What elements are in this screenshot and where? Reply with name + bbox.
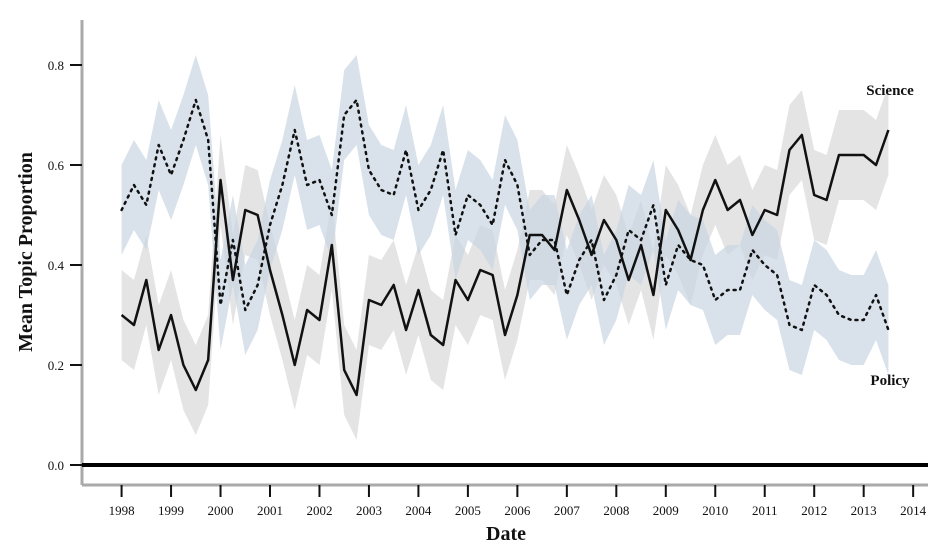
x-tick-label: 1998 [109, 503, 135, 518]
x-tick-label: 2010 [702, 503, 728, 518]
x-tick-label: 2013 [851, 503, 877, 518]
series-line [120, 98, 890, 332]
y-tick-label: 0.2 [48, 358, 64, 373]
y-tick-label: 0.8 [48, 58, 64, 73]
y-tick-label: 0.6 [48, 158, 65, 173]
x-tick-label: 2012 [801, 503, 827, 518]
series-line [120, 129, 890, 397]
x-tick-label: 2009 [653, 503, 679, 518]
x-tick-label: 2003 [356, 503, 382, 518]
x-tick-label: 2008 [603, 503, 629, 518]
x-tick-label: 2014 [900, 503, 927, 518]
x-tick-label: 2000 [208, 503, 234, 518]
series-label: Science [866, 83, 914, 99]
y-tick-label: 0.0 [48, 458, 64, 473]
confidence-band [121, 85, 889, 440]
y-tick-label: 0.4 [48, 258, 65, 273]
x-tick-label: 2001 [257, 503, 283, 518]
x-tick-label: 2005 [455, 503, 481, 518]
confidence-band [121, 55, 889, 375]
x-tick-label: 2007 [554, 503, 581, 518]
x-tick-label: 2011 [752, 503, 778, 518]
y-axis-title: Mean Topic Proportion [15, 152, 37, 352]
x-tick-label: 2006 [504, 503, 531, 518]
x-tick-label: 2004 [405, 503, 432, 518]
series-label: Policy [870, 373, 910, 389]
x-tick-label: 1999 [158, 503, 184, 518]
x-tick-label: 2002 [306, 503, 332, 518]
x-axis-title: Date [486, 523, 526, 545]
